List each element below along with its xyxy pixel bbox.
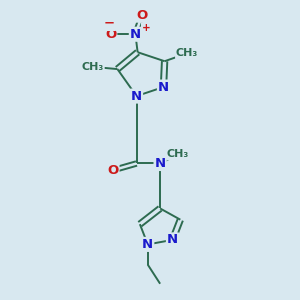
Text: N: N (142, 238, 153, 251)
Text: N: N (158, 81, 169, 94)
Text: O: O (105, 28, 116, 41)
Text: N: N (167, 233, 178, 246)
Text: +: + (142, 23, 151, 33)
Text: N: N (154, 157, 166, 170)
Text: N: N (130, 28, 141, 41)
Text: −: − (104, 17, 115, 30)
Text: O: O (107, 164, 118, 177)
Text: CH₃: CH₃ (176, 48, 198, 59)
Text: N: N (131, 90, 142, 103)
Text: O: O (136, 9, 148, 22)
Text: CH₃: CH₃ (82, 62, 104, 72)
Text: CH₃: CH₃ (167, 149, 189, 160)
